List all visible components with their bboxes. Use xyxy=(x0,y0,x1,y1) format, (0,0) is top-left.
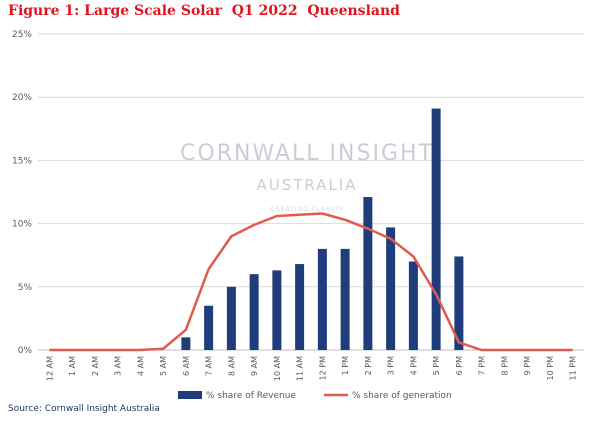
watermark: CORNWALL INSIGHT AUSTRALIA CREATING CLAR… xyxy=(180,141,434,213)
revenue-bar xyxy=(454,256,464,350)
revenue-bar xyxy=(317,248,327,350)
x-tick-label: 3 PM xyxy=(387,356,396,375)
x-tick-label: 10 AM xyxy=(273,356,282,381)
watermark-line-1: CORNWALL INSIGHT xyxy=(180,141,434,166)
x-tick-label: 6 PM xyxy=(455,356,464,375)
legend: % share of Revenue % share of generation xyxy=(178,391,452,401)
revenue-bar xyxy=(431,108,441,351)
x-tick-label: 5 AM xyxy=(159,356,168,376)
x-tick-label: 12 AM xyxy=(45,356,54,381)
x-tick-label: 9 PM xyxy=(523,356,532,375)
revenue-bar xyxy=(181,337,191,350)
x-tick-label: 11 AM xyxy=(296,356,305,381)
x-tick-label: 5 PM xyxy=(432,356,441,375)
x-tick-label: 12 PM xyxy=(318,356,327,381)
x-tick-label: 8 AM xyxy=(227,356,236,376)
revenue-bar xyxy=(408,261,418,350)
generation-line xyxy=(49,212,573,352)
y-axis: 0% 5% 10% 15% 20% 25% xyxy=(12,30,32,356)
x-tick-label: 4 PM xyxy=(409,356,418,375)
y-tick-label: 5% xyxy=(18,283,33,293)
y-tick-label: 10% xyxy=(12,220,32,230)
x-tick-label: 8 PM xyxy=(500,356,509,375)
revenue-bar xyxy=(204,305,214,350)
generation-line-path xyxy=(49,212,573,352)
legend-generation-label: % share of generation xyxy=(352,391,452,401)
x-tick-label: 4 AM xyxy=(136,356,145,376)
x-tick-label: 11 PM xyxy=(569,356,578,381)
x-tick-label: 1 PM xyxy=(341,356,350,375)
x-tick-label: 9 AM xyxy=(250,356,259,376)
chart-title: Figure 1: Large Scale Solar Q1 2022 Quee… xyxy=(8,3,400,19)
revenue-bars xyxy=(181,108,464,351)
revenue-bar xyxy=(272,270,282,350)
watermark-line-3: CREATING CLARITY xyxy=(270,206,343,213)
legend-revenue-label: % share of Revenue xyxy=(206,391,296,401)
y-tick-label: 15% xyxy=(12,156,32,166)
x-tick-label: 7 PM xyxy=(478,356,487,375)
x-tick-label: 2 AM xyxy=(91,356,100,376)
x-tick-label: 2 PM xyxy=(364,356,373,375)
revenue-bar xyxy=(340,248,350,350)
revenue-bar xyxy=(386,227,396,350)
y-tick-label: 0% xyxy=(18,346,33,356)
x-tick-label: 3 AM xyxy=(114,356,123,376)
x-axis: 12 AM 1 AM 2 AM 3 AM 4 AM 5 AM 6 AM 7 AM 8 AM 9 A… xyxy=(45,356,577,381)
revenue-bar xyxy=(249,274,259,350)
y-tick-label: 20% xyxy=(12,93,32,103)
revenue-bar xyxy=(226,286,236,350)
y-tick-label: 25% xyxy=(12,30,32,40)
watermark-line-2: AUSTRALIA xyxy=(256,176,357,194)
x-tick-label: 1 AM xyxy=(68,356,77,376)
revenue-bar xyxy=(295,264,305,350)
x-tick-label: 7 AM xyxy=(205,356,214,376)
legend-revenue-swatch xyxy=(178,391,202,399)
revenue-bar xyxy=(363,197,373,350)
x-tick-label: 6 AM xyxy=(182,356,191,376)
x-tick-label: 10 PM xyxy=(546,356,555,381)
source-note: Source: Cornwall Insight Australia xyxy=(8,404,160,414)
